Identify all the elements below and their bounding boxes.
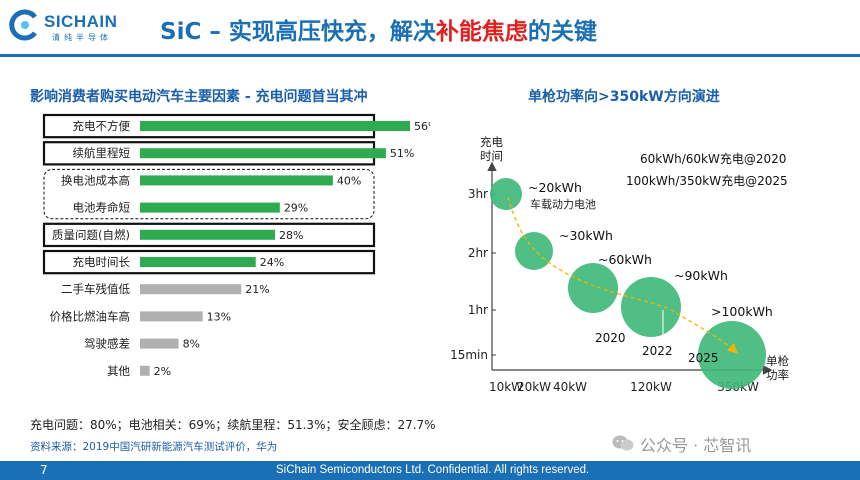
- bubble-label: ~20kWh: [528, 180, 582, 195]
- category-label: 充电时间长: [73, 255, 131, 269]
- y-tick-label: 15min: [450, 348, 488, 362]
- category-label: 二手车残值低: [61, 282, 130, 296]
- category-label: 驾驶感差: [84, 337, 130, 351]
- bubble-label: ~90kWh: [674, 268, 728, 283]
- value-label: 21%: [245, 283, 269, 296]
- watermark: 公众号 · 芯智讯: [640, 436, 752, 455]
- bubble: [568, 263, 618, 313]
- bar: [140, 257, 256, 267]
- bar: [140, 148, 386, 159]
- logo-icon: [9, 9, 37, 41]
- x-tick-label: 10kW: [489, 380, 523, 394]
- bubble-sublabel: 车载动力电池: [530, 197, 596, 211]
- year-label: 2022: [642, 344, 673, 358]
- y-tick-label: 3hr: [468, 187, 488, 201]
- x-tick-label: 20kW: [517, 380, 551, 394]
- category-label: 电池寿命短: [73, 201, 131, 215]
- x-axis-title: 单枪: [766, 354, 789, 368]
- right-chart-heading: 单枪功率向>350kW方向演进: [528, 89, 720, 105]
- year-label: 2020: [595, 331, 626, 345]
- left-chart-heading: 影响消费者购买电动汽车主要因素 - 充电问题首当其冲: [30, 89, 368, 105]
- title-prefix: SiC – 实现高压快充，解决: [160, 19, 436, 45]
- bubble: [490, 178, 522, 210]
- value-label: 51%: [390, 147, 414, 160]
- x-axis-title: 功率: [766, 368, 789, 382]
- annotation: 60kWh/60kW充电@2020: [640, 151, 786, 166]
- wechat-icon: [612, 435, 634, 451]
- source-note: 资料来源：2019中国汽研新能源汽车测试评价，华为: [30, 441, 278, 453]
- bubble: [515, 232, 553, 270]
- category-label: 其他: [107, 364, 130, 378]
- slide-title: SiC – 实现高压快充，解决补能焦虑的关键: [160, 12, 597, 46]
- y-tick-label: 2hr: [468, 246, 488, 260]
- page-number: 7: [40, 463, 48, 477]
- charging-power-bubble-chart: 充电时间单枪功率3hr2hr1hr15min10kW20kW40kW120kW3…: [450, 135, 789, 394]
- value-label: 8%: [183, 338, 200, 351]
- company-logo: SICHAIN 清纯半导体: [8, 8, 128, 44]
- y-axis-title: 充电: [480, 135, 503, 149]
- logo-brand: SICHAIN: [44, 12, 118, 31]
- value-label: 40%: [337, 174, 361, 187]
- bar: [140, 365, 150, 376]
- value-label: 24%: [260, 256, 284, 269]
- category-label: 质量问题(自燃): [52, 228, 130, 242]
- title-highlight: 补能焦虑: [435, 19, 528, 45]
- x-tick-label: 120kW: [630, 380, 672, 394]
- logo-subtitle: 清纯半导体: [52, 33, 112, 42]
- highlight-box-2: [43, 168, 375, 220]
- x-tick-label: 40kW: [553, 380, 587, 394]
- bar: [140, 311, 203, 322]
- bubble: [621, 277, 681, 337]
- value-label: 13%: [207, 310, 231, 323]
- value-label: 2%: [154, 365, 171, 378]
- category-label: 价格比燃油车高: [50, 309, 131, 323]
- value-label: 28%: [279, 229, 303, 242]
- bar: [140, 229, 275, 240]
- category-label: 续航里程短: [73, 146, 131, 160]
- y-tick-label: 1hr: [468, 303, 488, 317]
- annotation: 100kWh/350kW充电@2025: [626, 173, 788, 188]
- bubble-label: >100kWh: [711, 304, 773, 319]
- category-label: 充电不方便: [73, 119, 131, 133]
- footer-text: SiChain Semiconductors Ltd. Confidential…: [276, 464, 590, 476]
- bubble-label: ~60kWh: [598, 252, 652, 267]
- trend-arrow: [507, 196, 738, 354]
- category-label: 换电池成本高: [61, 173, 130, 187]
- highlight-box-4: [42, 249, 376, 275]
- title-divider: [0, 54, 860, 57]
- bar: [140, 121, 410, 131]
- bubble-label: ~30kWh: [559, 228, 613, 243]
- year-label: 2025: [688, 351, 719, 365]
- bar: [140, 284, 242, 295]
- factors-bar-chart: 充电不方便 56% 续航里程短 51% 换电池成本高 40% 电池寿命短 29% 质量问题(自燃…: [42, 113, 430, 378]
- highlight-box-3: [42, 222, 376, 248]
- value-label: 29%: [284, 202, 308, 215]
- bar: [140, 175, 333, 186]
- bar: [140, 202, 280, 213]
- bar: [140, 338, 179, 349]
- y-axis-title: 时间: [480, 149, 503, 163]
- title-suffix: 的关键: [527, 19, 597, 45]
- value-label: 56%: [414, 120, 430, 133]
- footer-bar: 7 SiChain Semiconductors Ltd. Confidenti…: [0, 461, 860, 480]
- bubble: [698, 321, 766, 389]
- summary-text: 充电问题：80%；电池相关：69%；续航里程：51.3%；安全顾虑：27.7%: [30, 418, 436, 432]
